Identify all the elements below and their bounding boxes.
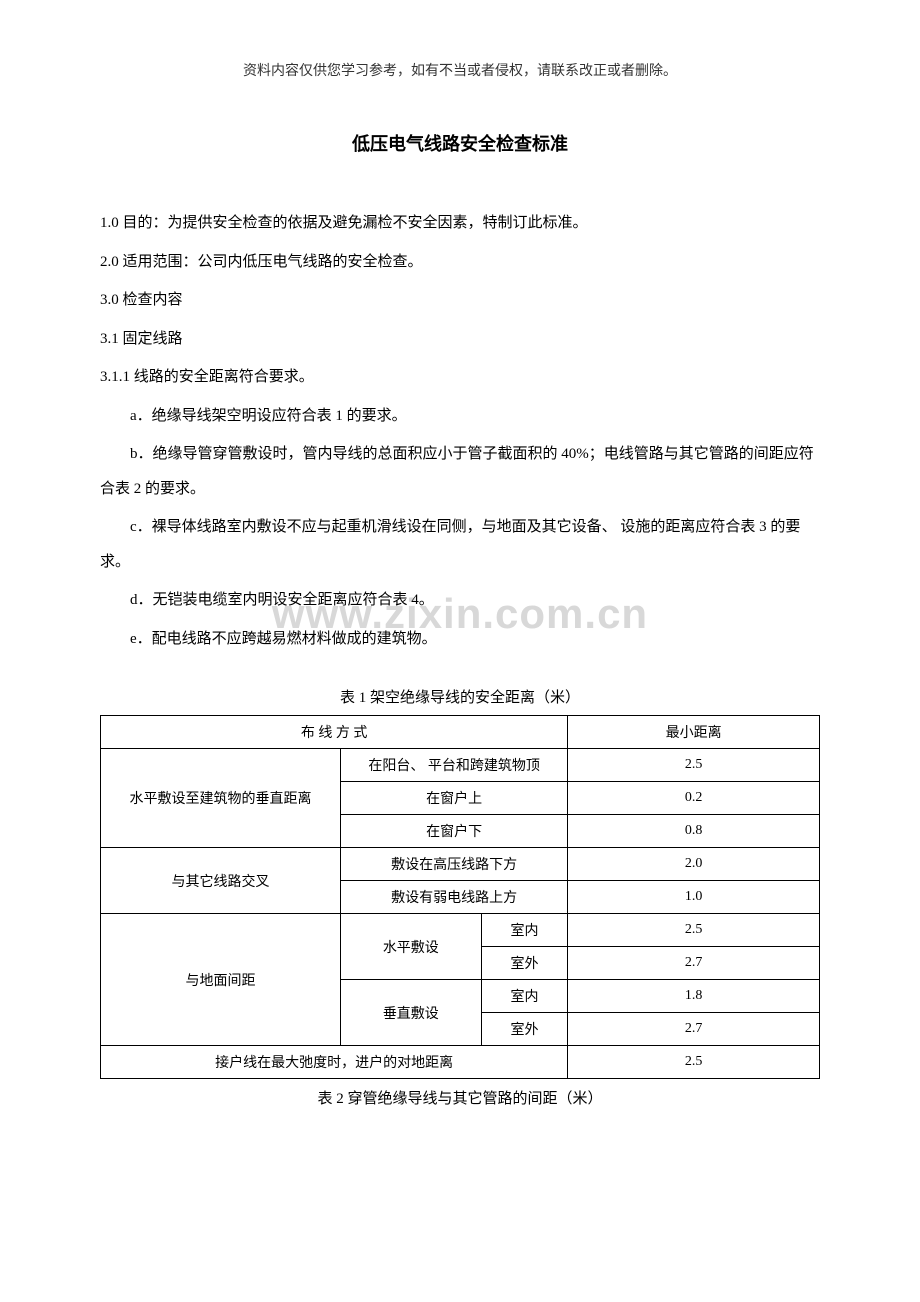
table1-r3c3: 0.8 <box>568 815 820 848</box>
table1-r8c2a: 垂直敷设 <box>341 980 482 1046</box>
item-b: b．绝缘导管穿管敷设时，管内导线的总面积应小于管子截面积的 40%；电线管路与其… <box>100 437 820 506</box>
table1-r6c1: 与地面间距 <box>101 914 341 1046</box>
item-c: c．裸导体线路室内敷设不应与起重机滑线设在同侧，与地面及其它设备、 设施的距离应… <box>100 510 820 579</box>
header-note: 资料内容仅供您学习参考，如有不当或者侵权，请联系改正或者删除。 <box>100 60 820 80</box>
table1-r8c3: 1.8 <box>568 980 820 1013</box>
table2-caption: 表 2 穿管绝缘导线与其它管路的间距（米） <box>100 1087 820 1108</box>
section-1: 1.0 目的：为提供安全检查的依据及避免漏检不安全因素，特制订此标准。 <box>100 206 820 241</box>
section-3: 3.0 检查内容 <box>100 283 820 318</box>
table1-r8c2b: 室内 <box>481 980 568 1013</box>
table1: 布 线 方 式 最小距离 水平敷设至建筑物的垂直距离 在阳台、 平台和跨建筑物顶… <box>100 715 820 1079</box>
table1-caption: 表 1 架空绝缘导线的安全距离（米） <box>100 686 820 707</box>
item-e: e．配电线路不应跨越易燃材料做成的建筑物。 <box>100 622 820 657</box>
table1-r10c3: 2.5 <box>568 1046 820 1079</box>
table1-r7c3: 2.7 <box>568 947 820 980</box>
table1-r2c3: 0.2 <box>568 782 820 815</box>
table1-r6c2a: 水平敷设 <box>341 914 482 980</box>
table1-r6c3: 2.5 <box>568 914 820 947</box>
table1-r1c1: 水平敷设至建筑物的垂直距离 <box>101 749 341 848</box>
table1-r2c2: 在窗户上 <box>341 782 568 815</box>
table1-r4c3: 2.0 <box>568 848 820 881</box>
table1-r9c3: 2.7 <box>568 1013 820 1046</box>
table1-r4c1: 与其它线路交叉 <box>101 848 341 914</box>
section-2: 2.0 适用范围：公司内低压电气线路的安全检查。 <box>100 245 820 280</box>
table1-r6c2b: 室内 <box>481 914 568 947</box>
table1-r3c2: 在窗户下 <box>341 815 568 848</box>
table1-r5c2: 敷设有弱电线路上方 <box>341 881 568 914</box>
table1-r7c2b: 室外 <box>481 947 568 980</box>
table1-r5c3: 1.0 <box>568 881 820 914</box>
section-3-1: 3.1 固定线路 <box>100 322 820 357</box>
item-d: d．无铠装电缆室内明设安全距离应符合表 4。 <box>100 583 820 618</box>
table1-header-col1: 布 线 方 式 <box>101 716 568 749</box>
table1-r9c2b: 室外 <box>481 1013 568 1046</box>
item-a: a．绝缘导线架空明设应符合表 1 的要求。 <box>100 399 820 434</box>
table1-r10c1: 接户线在最大弛度时，进户的对地距离 <box>101 1046 568 1079</box>
table1-r4c2: 敷设在高压线路下方 <box>341 848 568 881</box>
page-title: 低压电气线路安全检查标准 <box>100 130 820 156</box>
table1-r1c3: 2.5 <box>568 749 820 782</box>
table1-r1c2: 在阳台、 平台和跨建筑物顶 <box>341 749 568 782</box>
table1-header-col2: 最小距离 <box>568 716 820 749</box>
section-3-1-1: 3.1.1 线路的安全距离符合要求。 <box>100 360 820 395</box>
